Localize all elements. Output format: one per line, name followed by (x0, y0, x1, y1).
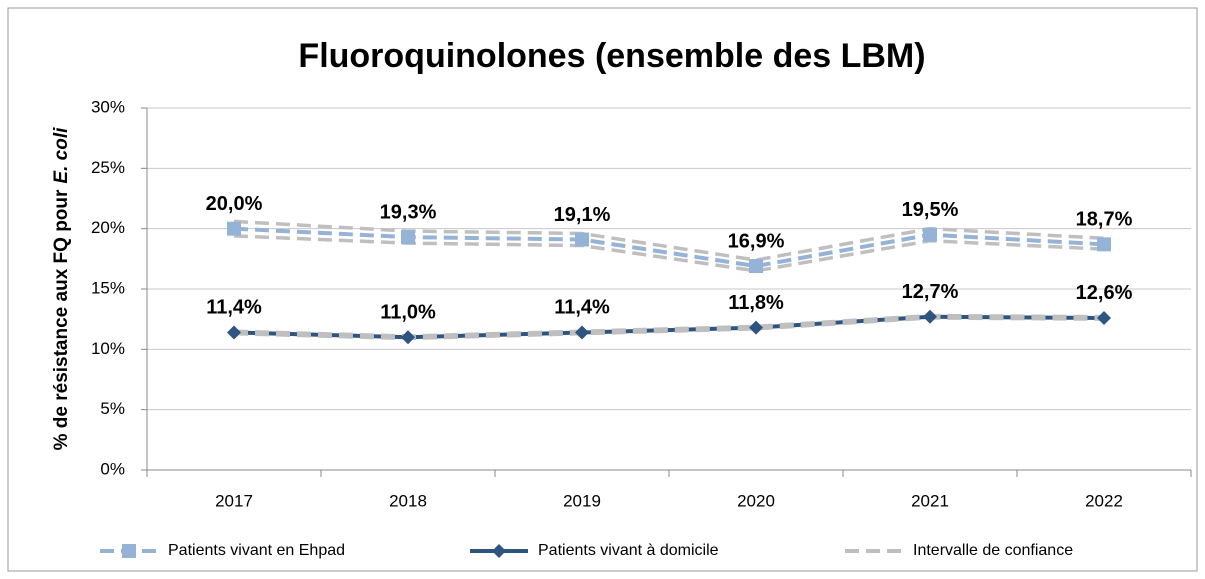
value-label: 20,0% (206, 193, 263, 215)
x-tick-label: 2018 (389, 491, 427, 510)
value-label: 11,4% (206, 297, 262, 319)
point-marker (575, 325, 589, 340)
point-marker (923, 309, 937, 324)
legend-label: Intervalle de confiance (913, 542, 1073, 559)
x-tick-label: 2017 (215, 491, 253, 510)
point-marker (401, 330, 415, 345)
point-marker (749, 320, 763, 335)
point-marker (401, 230, 415, 245)
value-label: 12,7% (902, 281, 959, 303)
value-label: 12,6% (1076, 282, 1133, 304)
legend-label: Patients vivant en Ehpad (168, 542, 345, 559)
point-marker (749, 259, 763, 274)
point-marker (575, 232, 589, 247)
y-tick-label: 5% (100, 399, 125, 418)
y-tick-label: 0% (100, 459, 125, 478)
y-tick-label: 30% (91, 97, 125, 116)
y-tick-label: 10% (91, 339, 125, 358)
x-tick-label: 2022 (1085, 491, 1123, 510)
y-tick-label: 15% (91, 278, 125, 297)
y-tick-label: 25% (91, 158, 125, 177)
point-marker (227, 325, 241, 340)
legend-marker (492, 544, 506, 558)
legend-label: Patients vivant à domicile (538, 542, 719, 559)
value-label: 18,7% (1076, 209, 1133, 231)
y-axis-label: % de résistance aux FQ pour E. coli (51, 127, 72, 450)
point-marker (227, 221, 241, 236)
y-axis-label-italic: E. coli (51, 127, 72, 184)
point-marker (1097, 310, 1111, 325)
x-tick-label: 2021 (911, 491, 949, 510)
x-tick-label: 2019 (563, 491, 601, 510)
value-label: 11,4% (554, 297, 610, 319)
confidence-line (233, 313, 1105, 338)
y-axis-label-text: % de résistance aux FQ pour (51, 189, 72, 450)
y-tick-label: 20% (91, 218, 125, 237)
chart-title: Fluoroquinolones (ensemble des LBM) (298, 37, 925, 75)
value-label: 19,3% (380, 201, 437, 223)
value-label: 19,5% (902, 199, 959, 221)
legend-marker (122, 544, 136, 558)
point-marker (923, 227, 937, 242)
value-label: 11,8% (728, 292, 784, 314)
point-marker (1097, 237, 1111, 252)
value-label: 16,9% (728, 230, 785, 252)
value-label: 11,0% (380, 302, 436, 324)
x-tick-label: 2020 (737, 491, 775, 510)
value-label: 19,1% (554, 204, 611, 226)
confidence-line (233, 316, 1105, 341)
